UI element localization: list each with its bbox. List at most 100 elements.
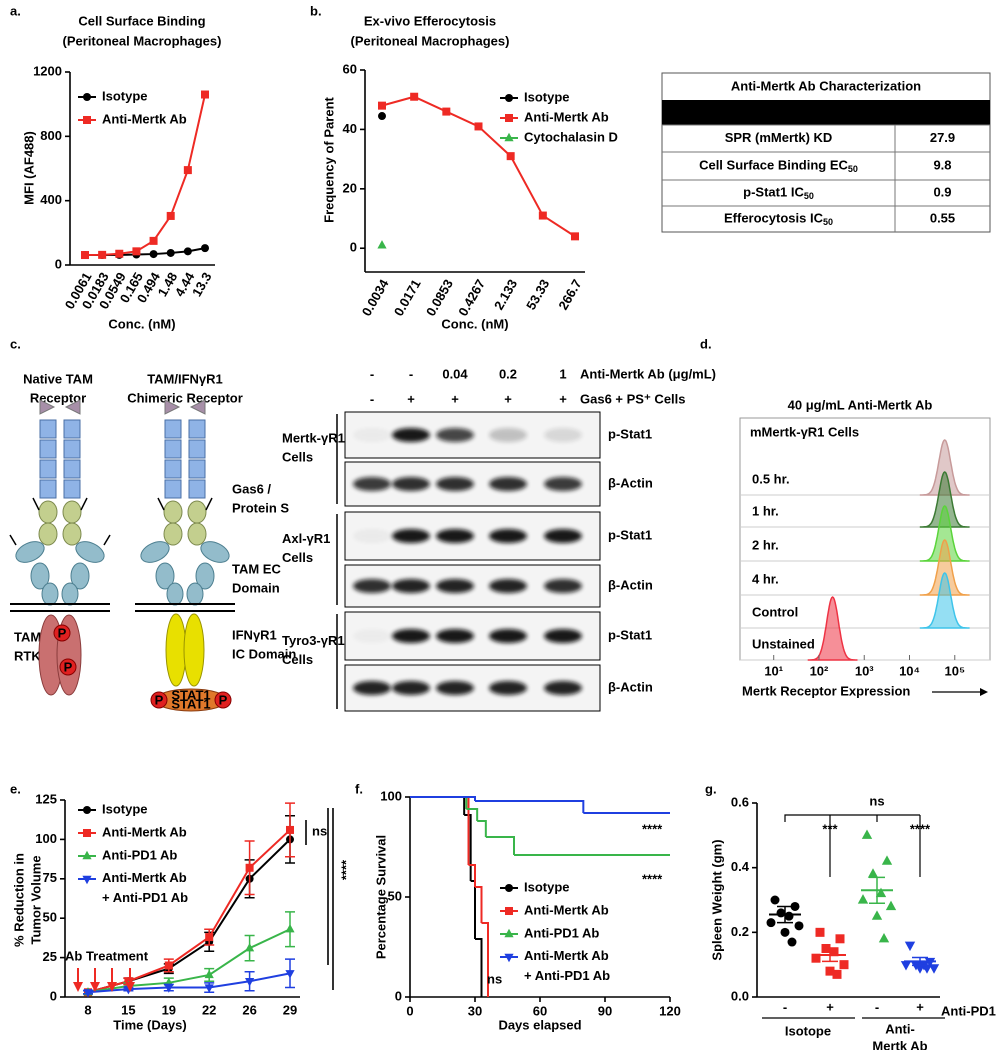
marker bbox=[506, 152, 515, 161]
x-tick-label: + bbox=[826, 999, 834, 1014]
glycan bbox=[80, 497, 88, 511]
marker bbox=[835, 934, 845, 944]
band-label: p-Stat1 bbox=[608, 627, 652, 642]
treatment-arrow-head bbox=[90, 982, 100, 992]
x-tick-label: 0.4267 bbox=[455, 277, 488, 319]
marker bbox=[924, 957, 936, 968]
marker bbox=[505, 907, 513, 915]
lane-label: + bbox=[559, 391, 567, 406]
marker bbox=[82, 875, 92, 885]
phospho bbox=[59, 658, 77, 676]
chart-title: (Peritoneal Macrophages) bbox=[63, 33, 222, 48]
panel-label: f. bbox=[355, 781, 363, 796]
fn-domain bbox=[164, 459, 182, 479]
cell-line-label: Tyro3-γR1 bbox=[282, 633, 345, 648]
ig-domain bbox=[38, 522, 58, 546]
fn-domain bbox=[39, 439, 57, 459]
x-tick-label: - bbox=[875, 999, 879, 1014]
marker bbox=[166, 248, 175, 257]
y-tick-label: 125 bbox=[35, 791, 57, 806]
survival-step bbox=[477, 820, 487, 837]
y-tick-label: 25 bbox=[43, 949, 57, 964]
treatment-label: Anti-Mertk Ab (μg/mL) bbox=[580, 366, 716, 381]
band bbox=[353, 529, 391, 543]
stat-label: STAT1 bbox=[171, 687, 210, 702]
marker bbox=[183, 166, 192, 175]
marker bbox=[571, 232, 579, 241]
marker bbox=[83, 93, 91, 101]
x-axis-label: Conc. (nM) bbox=[441, 316, 508, 331]
x-tick-label: 120 bbox=[659, 1003, 681, 1018]
glycan bbox=[205, 497, 213, 511]
row-label: 2 hr. bbox=[752, 537, 779, 552]
marker bbox=[538, 211, 547, 220]
y-axis-label: Tumor Volume bbox=[28, 855, 43, 944]
marker bbox=[410, 92, 419, 101]
x-tick-label: 15 bbox=[121, 1002, 135, 1017]
x-tick-label: 0.0034 bbox=[359, 276, 392, 319]
panel-label: d. bbox=[700, 336, 712, 351]
marker bbox=[201, 244, 209, 253]
y-tick-label: 60 bbox=[343, 61, 357, 76]
band-label: β-Actin bbox=[608, 679, 653, 694]
marker bbox=[245, 978, 255, 987]
y-tick-label: 0 bbox=[50, 988, 57, 1003]
legend-label: Isotype bbox=[102, 801, 148, 816]
panel-label: b. bbox=[310, 3, 322, 18]
chart-subtitle: mMertk-γR1 Cells bbox=[750, 424, 859, 439]
marker bbox=[98, 250, 107, 259]
panel-label: c. bbox=[10, 336, 21, 351]
y-tick-label: 100 bbox=[380, 788, 402, 803]
table-header-bg bbox=[662, 100, 990, 125]
marker bbox=[205, 933, 214, 942]
cell-line-label: Cells bbox=[282, 652, 313, 667]
legend-label: Isotype bbox=[524, 879, 570, 894]
marker bbox=[766, 918, 776, 928]
histogram-peak bbox=[919, 471, 970, 528]
fn-domain bbox=[188, 419, 206, 439]
fn-domain bbox=[39, 419, 57, 439]
sem-bar bbox=[912, 956, 928, 967]
band bbox=[489, 629, 527, 643]
axis-arrow-head bbox=[980, 688, 988, 696]
x-tick-label: 10¹ bbox=[764, 663, 783, 678]
row-label: Unstained bbox=[752, 636, 815, 651]
marker bbox=[83, 116, 91, 124]
diagram-label: RTK bbox=[14, 648, 41, 663]
ig-domain bbox=[163, 522, 183, 546]
band bbox=[392, 681, 430, 695]
marker bbox=[204, 969, 214, 979]
marker bbox=[83, 829, 91, 837]
legend-label: Anti-Mertk Ab + Anti-PD1 Ab bbox=[102, 870, 188, 905]
table-cell: Efferocytosis IC50 bbox=[724, 210, 833, 227]
stat-label: STAT1 bbox=[171, 696, 210, 711]
ic-domain bbox=[165, 613, 187, 687]
band bbox=[544, 428, 582, 442]
marker bbox=[839, 960, 849, 970]
ec-domain bbox=[15, 541, 45, 563]
diagram-label: IC Domain bbox=[232, 646, 296, 661]
annotation: *** bbox=[822, 821, 838, 836]
diagram-label: TAM EC bbox=[232, 561, 281, 576]
band bbox=[544, 629, 582, 643]
legend-label: Anti-Mertk Ab bbox=[102, 824, 187, 839]
y-axis-label: % Reduction in bbox=[11, 853, 26, 947]
fn-domain bbox=[188, 439, 206, 459]
legend-label: Isotype bbox=[524, 89, 570, 104]
marker bbox=[875, 887, 887, 898]
x-tick-label: + bbox=[916, 999, 924, 1014]
fn-domain bbox=[164, 419, 182, 439]
x-tick-label: 19 bbox=[162, 1002, 176, 1017]
band bbox=[392, 529, 430, 543]
band bbox=[489, 681, 527, 695]
annotation: ns bbox=[312, 823, 327, 838]
lane-label: 0.04 bbox=[442, 366, 468, 381]
marker bbox=[505, 884, 513, 892]
fn-domain bbox=[39, 459, 57, 479]
fn-domain bbox=[63, 419, 81, 439]
marker bbox=[166, 211, 175, 220]
x-tick-label: 266.7 bbox=[555, 277, 584, 313]
y-tick-label: 0 bbox=[350, 240, 357, 255]
ec-domain bbox=[200, 541, 230, 563]
